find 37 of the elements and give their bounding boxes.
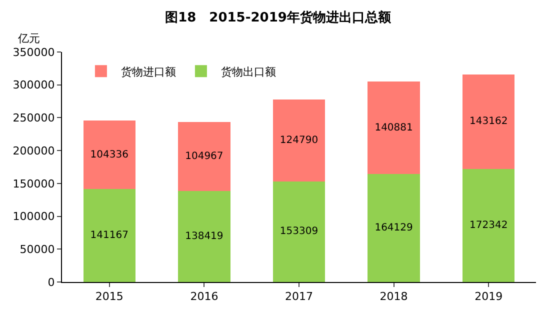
bar (368, 174, 420, 282)
data-label: 140881 (374, 122, 413, 134)
bar (462, 74, 515, 169)
data-label: 141167 (90, 230, 128, 242)
data-label: 164129 (374, 222, 413, 234)
bar (178, 191, 230, 282)
y-tick-label: 0 (48, 276, 55, 289)
x-tick-label: 2017 (285, 290, 313, 304)
y-axis-title: 亿元 (17, 32, 40, 45)
bar (83, 120, 136, 190)
y-tick-label: 300000 (12, 78, 55, 92)
bar (368, 82, 420, 174)
bar (83, 189, 136, 282)
bar (178, 122, 230, 192)
x-tick-label: 2016 (190, 290, 218, 304)
legend-label: 货物进口额 (120, 65, 176, 78)
bar (272, 181, 326, 282)
x-tick-label: 2015 (95, 290, 124, 304)
data-label: 124790 (280, 134, 318, 146)
y-tick-label: 150000 (12, 177, 55, 190)
data-label: 143162 (470, 116, 508, 128)
data-label: 104967 (185, 151, 224, 162)
y-tick-label: 250000 (12, 112, 55, 125)
y-tick-label: 200000 (12, 144, 55, 158)
y-tick-label: 350000 (12, 46, 55, 59)
data-label: 153309 (280, 226, 318, 238)
x-tick-label: 2019 (474, 290, 503, 304)
y-tick-label: 100000 (12, 210, 55, 224)
legend-label: 货物出口额 (220, 65, 276, 78)
data-label: 172342 (470, 220, 508, 231)
bar (272, 99, 326, 182)
data-label: 138419 (185, 231, 224, 242)
y-tick-label: 50000 (20, 242, 55, 256)
x-tick-label: 2018 (380, 290, 408, 304)
chart-title: 图18 2015-2019年货物进出口总额 (165, 10, 392, 26)
data-label: 104336 (90, 149, 128, 160)
bar (462, 168, 515, 282)
